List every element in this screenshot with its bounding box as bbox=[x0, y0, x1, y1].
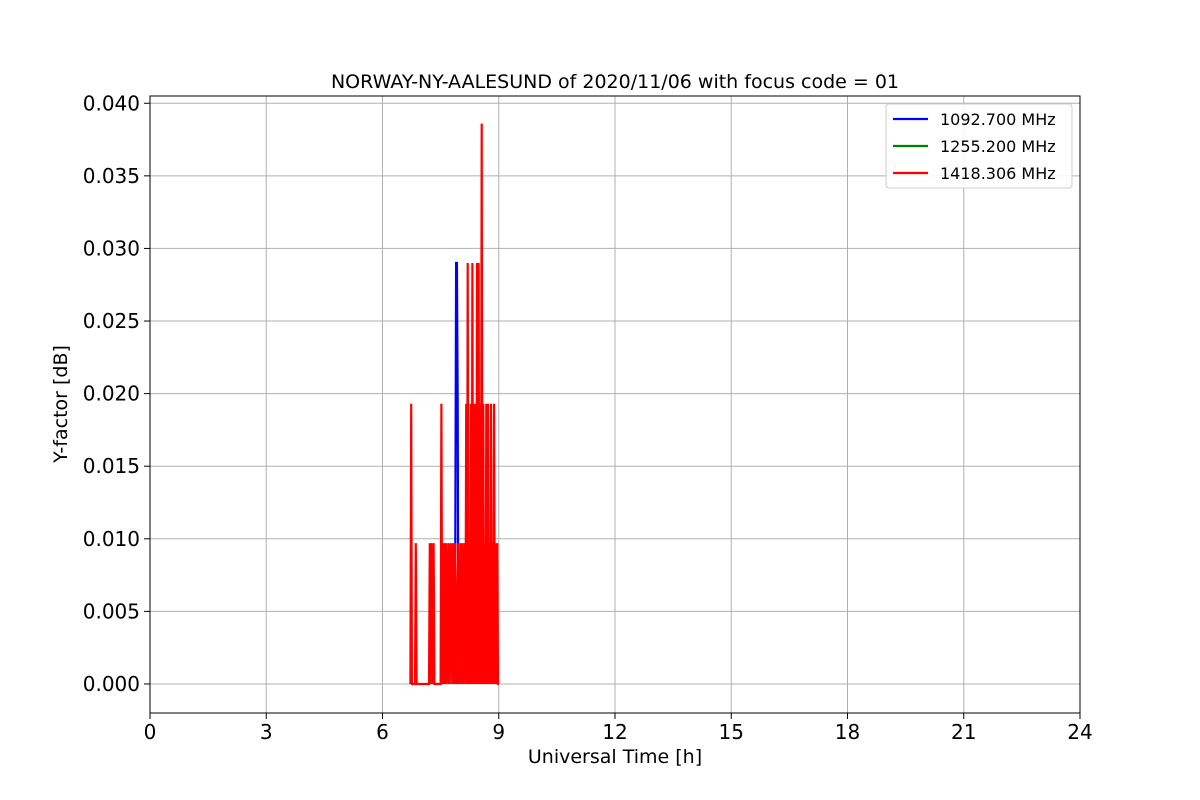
x-tick-label: 15 bbox=[719, 720, 744, 744]
legend: 1092.700 MHz 1255.200 MHz 1418.306 MHz bbox=[885, 103, 1073, 189]
y-axis-label: Y-factor [dB] bbox=[50, 345, 72, 464]
y-tick-label: 0.005 bbox=[83, 599, 140, 623]
y-tick-label: 0.020 bbox=[83, 382, 140, 406]
y-tick-label: 0.025 bbox=[83, 309, 140, 333]
legend-box bbox=[885, 103, 1073, 189]
x-axis: 0 3 6 9 12 15 18 21 24 bbox=[144, 713, 1093, 744]
x-tick-label: 24 bbox=[1067, 720, 1092, 744]
y-tick-label: 0.030 bbox=[83, 236, 140, 260]
y-tick-label: 0.015 bbox=[83, 454, 140, 478]
x-tick-label: 0 bbox=[144, 720, 157, 744]
chart-title: NORWAY-NY-AALESUND of 2020/11/06 with fo… bbox=[331, 71, 899, 93]
grid bbox=[149, 96, 1081, 713]
y-axis: 0.000 0.005 0.010 0.015 0.020 0.025 0.030 0.035… bbox=[83, 91, 150, 696]
y-tick-label: 0.000 bbox=[83, 672, 140, 696]
series-line-3 bbox=[409, 123, 500, 686]
x-tick-label: 12 bbox=[602, 720, 627, 744]
legend-entry: 1418.306 MHz bbox=[940, 164, 1056, 183]
series-area bbox=[409, 123, 500, 686]
x-tick-label: 9 bbox=[492, 720, 505, 744]
legend-entry: 1255.200 MHz bbox=[940, 137, 1056, 156]
x-tick-label: 3 bbox=[260, 720, 273, 744]
y-tick-label: 0.010 bbox=[83, 527, 140, 551]
y-tick-label: 0.035 bbox=[83, 164, 140, 188]
x-tick-label: 6 bbox=[376, 720, 389, 744]
x-tick-label: 18 bbox=[835, 720, 860, 744]
y-tick-label: 0.040 bbox=[83, 91, 140, 115]
x-tick-label: 21 bbox=[951, 720, 976, 744]
legend-entry: 1092.700 MHz bbox=[940, 110, 1056, 129]
x-axis-label: Universal Time [h] bbox=[528, 746, 702, 768]
